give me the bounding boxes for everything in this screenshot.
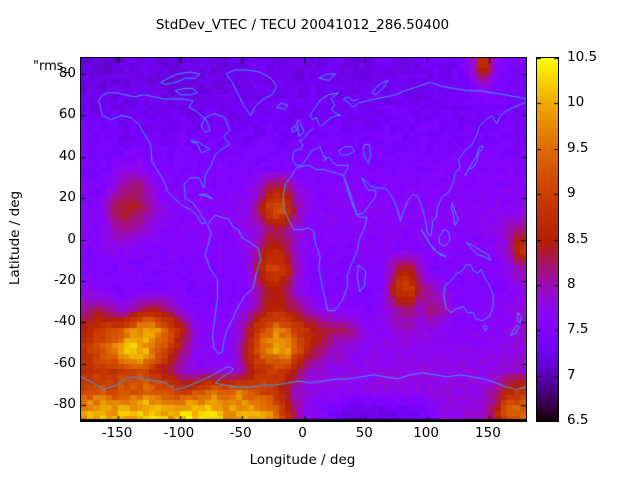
rms-overlay-label: "rms_ — [33, 59, 71, 74]
colorbar-tick-label: 9 — [567, 185, 576, 202]
x-tick-label: -150 — [101, 425, 133, 441]
y-tick-label: 60 — [58, 106, 76, 123]
y-tick-label: 0 — [67, 230, 76, 247]
x-tick-label: 150 — [475, 425, 501, 441]
x-tick-label: -100 — [163, 425, 195, 441]
plot-title: StdDev_VTEC / TECU 20041012_286.50400 — [155, 17, 450, 33]
y-tick-label: -20 — [53, 271, 76, 288]
x-axis-label: Longitude / deg — [249, 452, 356, 468]
heatmap-canvas — [80, 57, 527, 422]
colorbar-tick-label: 10 — [567, 94, 585, 111]
colorbar-tick-label: 8 — [567, 275, 576, 292]
y-tick-label: -40 — [53, 313, 76, 330]
y-tick-label: 40 — [58, 147, 76, 164]
y-tick-label: 20 — [58, 189, 76, 205]
y-axis-label: Latitude / deg — [7, 190, 23, 286]
y-tick-label: -80 — [53, 396, 76, 413]
y-tick-label: -60 — [53, 354, 76, 371]
colorbar-tick-label: 10.5 — [567, 49, 598, 65]
colorbar-canvas — [536, 57, 559, 422]
colorbar-tick-label: 8.5 — [567, 230, 589, 247]
x-tick-label: -50 — [229, 425, 252, 441]
y-tick-label: 80 — [58, 64, 76, 81]
colorbar-tick-label: 6.5 — [567, 412, 589, 428]
colorbar-tick-label: 9.5 — [567, 139, 589, 156]
colorbar-tick-label: 7.5 — [567, 321, 589, 338]
x-tick-label: 100 — [413, 425, 439, 441]
colorbar-tick-label: 7 — [567, 366, 576, 383]
x-tick-label: 0 — [298, 425, 307, 441]
x-tick-label: 50 — [355, 425, 373, 441]
